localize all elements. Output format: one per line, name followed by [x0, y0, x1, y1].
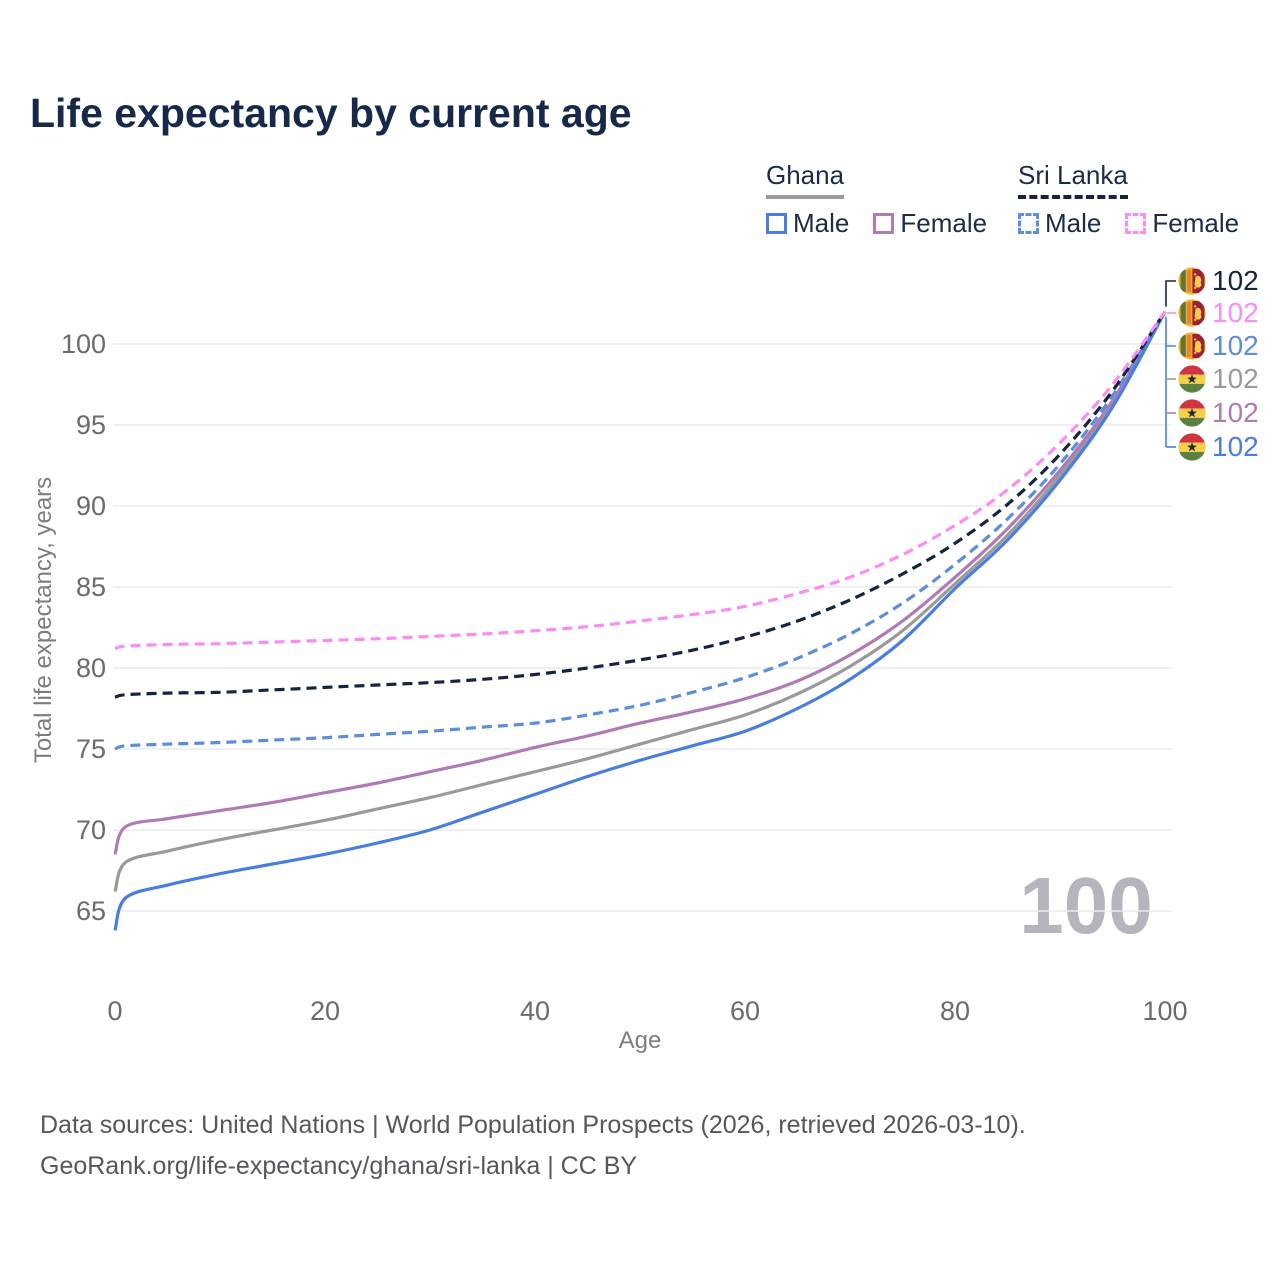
x-tick-label: 0: [107, 996, 123, 1026]
end-label-sri-lanka-total: 102: [1178, 266, 1259, 296]
legend-country-sri-lanka[interactable]: Sri Lanka: [1018, 160, 1128, 199]
end-value: 102: [1212, 431, 1259, 462]
legend-group-ghana: Ghana Male Female: [766, 160, 987, 239]
page-title: Life expectancy by current age: [30, 90, 632, 136]
y-tick-label: 90: [75, 491, 106, 521]
y-tick-label: 80: [75, 653, 106, 683]
legend-item-ghana-female[interactable]: Female: [873, 208, 987, 239]
legend-group-sri-lanka: Sri Lanka Male Female: [1018, 160, 1239, 239]
end-value: 102: [1212, 265, 1259, 296]
y-tick-label: 95: [75, 410, 106, 440]
end-label-ghana-male: 102: [1178, 432, 1259, 462]
sri-lanka-flag-icon: [1178, 267, 1206, 295]
legend-country-ghana[interactable]: Ghana: [766, 160, 845, 199]
legend-item-label: Female: [1152, 208, 1240, 238]
connector: [1165, 280, 1176, 307]
x-axis-title: Age: [618, 1027, 662, 1054]
y-tick-label: 100: [60, 329, 106, 359]
sri-lanka-flag-icon: [1178, 299, 1206, 327]
sri-lanka-flag-icon: [1178, 332, 1206, 360]
ghana-flag-icon: [1178, 433, 1206, 461]
ghana-flag-icon: [1178, 365, 1206, 393]
legend-item-label: Male: [1045, 208, 1102, 238]
end-value: 102: [1212, 297, 1259, 328]
x-tick-label: 40: [519, 996, 551, 1026]
x-tick-label: 60: [729, 996, 761, 1026]
series-line-sri-lanka-female: [114, 310, 1167, 651]
legend-item-label: Female: [900, 208, 988, 238]
footer: Data sources: United Nations | World Pop…: [40, 1105, 1026, 1187]
series-line-ghana-male: [113, 310, 1167, 931]
legend-item-label: Male: [793, 208, 850, 238]
end-label-sri-lanka-male: 102: [1178, 331, 1259, 361]
sri-lanka-male-swatch: [1018, 213, 1039, 234]
y-tick-label: 70: [75, 815, 106, 845]
x-tick-label: 80: [939, 996, 971, 1026]
series-line-sri-lanka-male: [114, 310, 1167, 751]
footer-sources: Data sources: United Nations | World Pop…: [40, 1111, 1026, 1139]
y-tick-label: 85: [75, 572, 106, 602]
legend-item-sri-lanka-female[interactable]: Female: [1125, 208, 1239, 239]
x-tick-label: 100: [1142, 996, 1188, 1026]
series-line-ghana-total: [113, 310, 1167, 893]
sri-lanka-female-swatch: [1125, 213, 1147, 234]
hover-age-watermark: 100: [1019, 861, 1153, 950]
legend-item-sri-lanka-male[interactable]: Male: [1018, 208, 1101, 239]
end-value: 102: [1212, 363, 1259, 394]
legend-item-ghana-male[interactable]: Male: [766, 208, 849, 239]
end-value: 102: [1212, 330, 1259, 361]
ghana-male-swatch: [766, 213, 787, 234]
end-value: 102: [1212, 397, 1259, 428]
ghana-flag-icon: [1178, 399, 1206, 427]
y-axis-title: Total life expectancy, years: [30, 476, 57, 764]
end-label-ghana-total: 102: [1178, 364, 1259, 394]
y-tick-label: 65: [75, 896, 106, 926]
y-tick-label: 75: [75, 734, 106, 764]
series-line-sri-lanka-total: [114, 310, 1167, 699]
end-label-sri-lanka-female: 102: [1178, 298, 1259, 328]
series-line-ghana-female: [113, 310, 1167, 855]
x-tick-label: 20: [309, 996, 341, 1026]
ghana-female-swatch: [873, 213, 895, 234]
end-label-ghana-female: 102: [1178, 398, 1259, 428]
footer-attribution: GeoRank.org/life-expectancy/ghana/sri-la…: [40, 1152, 638, 1180]
